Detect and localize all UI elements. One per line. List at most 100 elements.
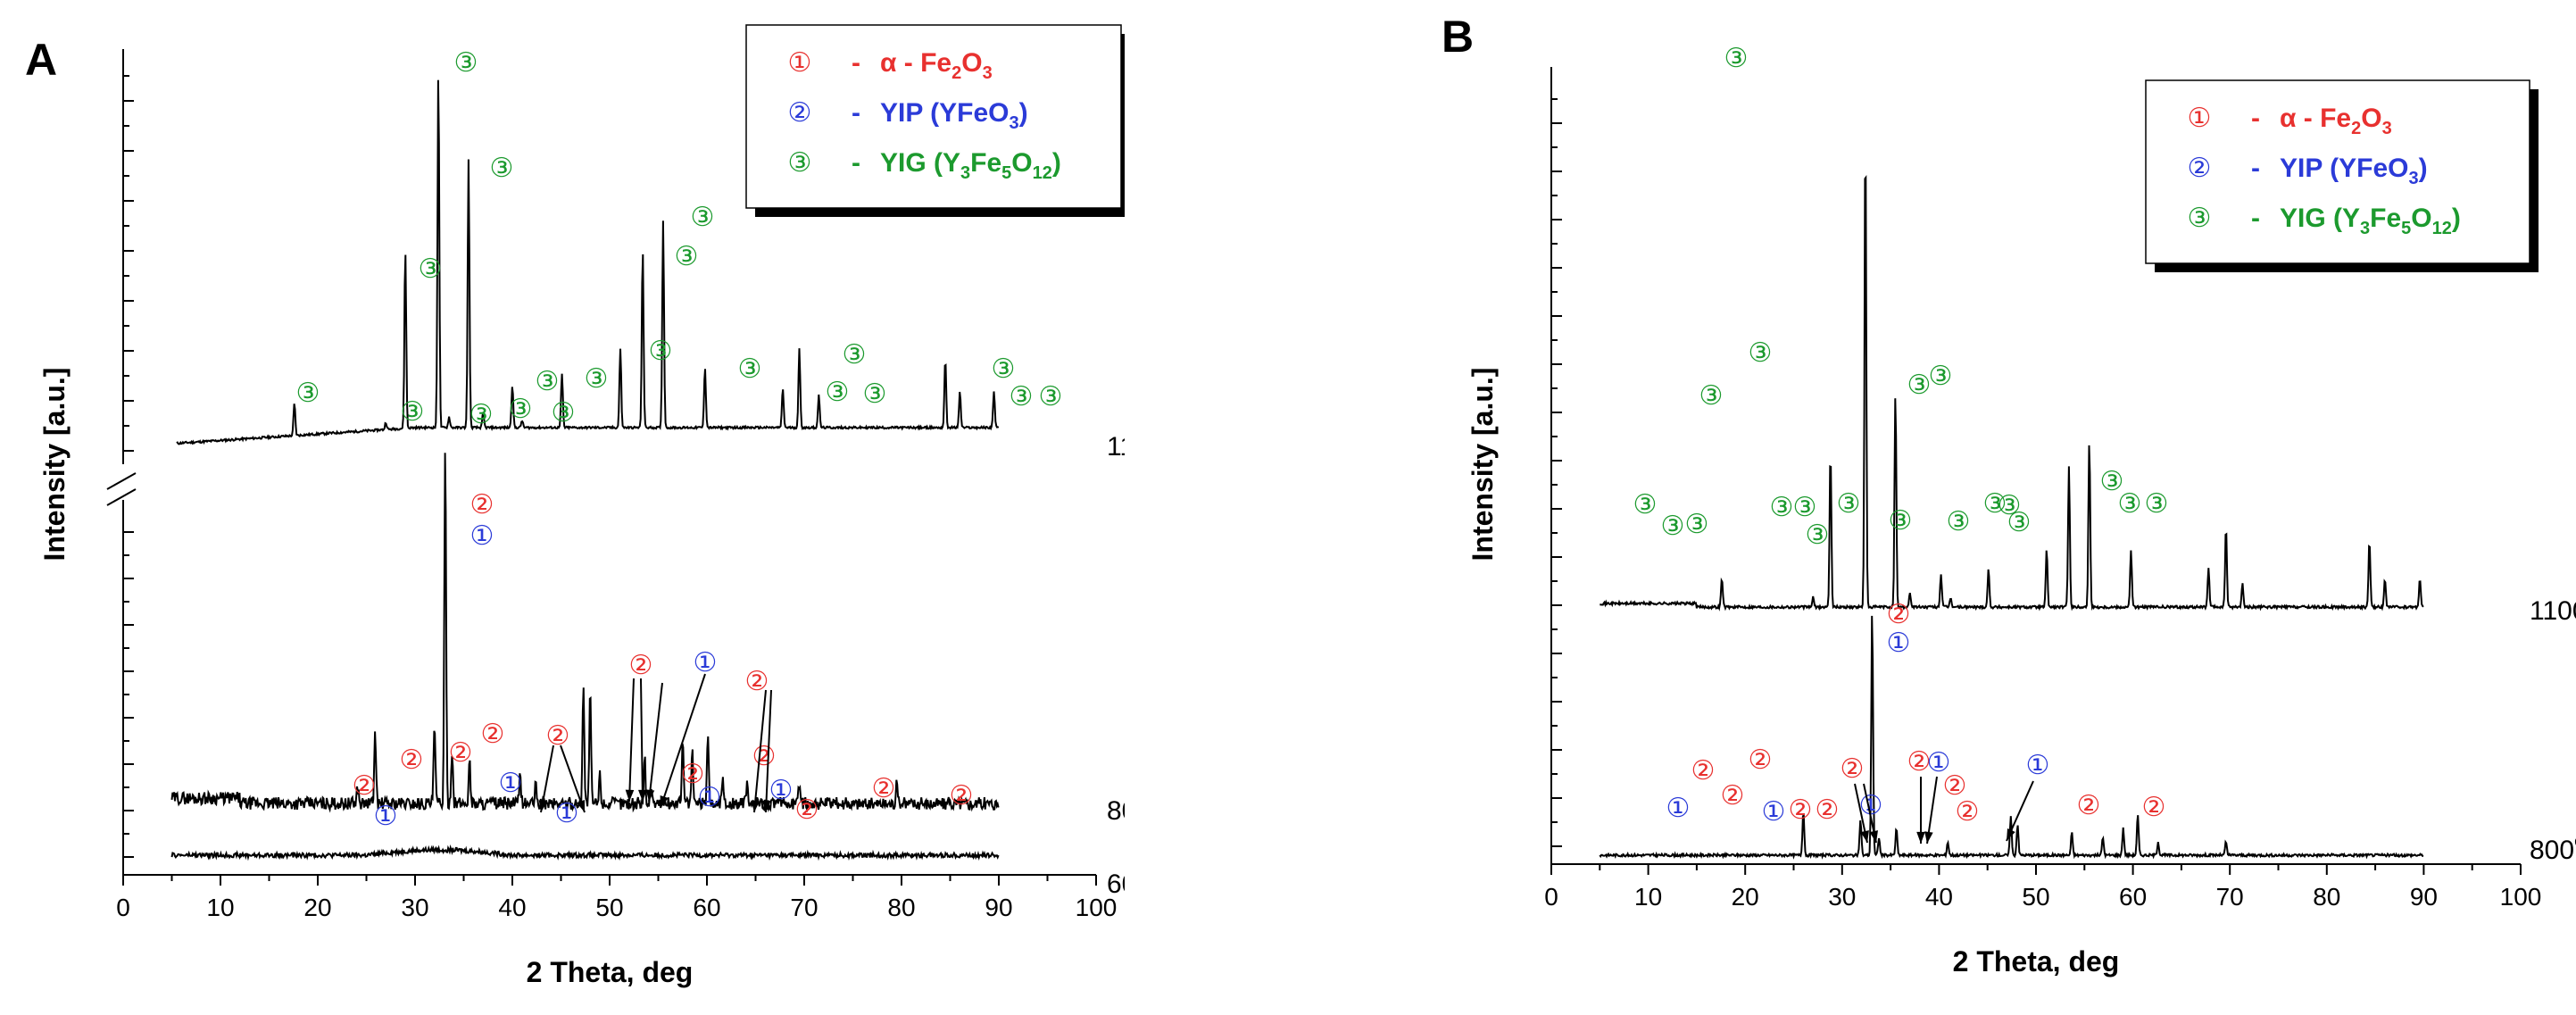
a-peak-annotation: ① [499,769,523,798]
b-peak-annotation: ① [1887,628,1911,658]
a-arrow [648,682,663,803]
xrd-chart-b: 0 10 20 30 40 50 60 70 80 90 100 2 Theta, deg Intens… [1467,44,2576,978]
a-arrow-head [660,795,669,808]
b-peak-annotation: ③ [1661,512,1685,541]
b-legend [2145,79,2530,264]
a-axis-break-mark [106,472,137,490]
a-legend-label-3: YIG (Y3Fe5O12) [880,148,1061,183]
b-peak-annotation: ③ [1806,520,1830,550]
b-x-tick-label: 70 [2216,883,2244,911]
b-peak-annotation: ② [1841,754,1865,784]
a-peak-annotation: ③ [536,367,560,396]
b-legend-label-1: α - Fe2O3 [2280,104,2392,138]
b-x-tick-label: 40 [1925,883,1953,911]
a-peak-annotation: ② [629,651,653,680]
b-series-label-1100: 1100oC [2530,593,2576,626]
b-peak-annotation: ③ [1685,510,1709,539]
b-x-tick-label: 50 [2022,883,2049,911]
a-peak-annotation: ① [769,776,794,805]
b-x-tick-label: 20 [1732,883,1759,911]
b-arrow-head [2007,828,2015,841]
b-peak-annotation: ② [1887,600,1911,629]
b-peak-annotation: ① [1927,748,1951,778]
b-x-tick-label: 30 [1828,883,1856,911]
a-legend-marker-2: ② [788,98,812,128]
a-x-tick-label: 70 [790,894,818,921]
b-peak-annotation: ② [1816,795,1840,825]
b-x-axis-title: 2 Theta, deg [1953,945,2120,978]
a-series-1100 [176,79,1000,445]
b-legend-label-3: YIG (Y3Fe5O12) [2280,204,2461,238]
a-peak-annotation: ③ [469,400,494,429]
b-peak-annotation: ③ [1633,490,1658,520]
b-legend-dash-2: - [2251,154,2260,183]
b-x-tick-label: 80 [2313,883,2340,911]
a-peak-annotation: ③ [649,337,673,366]
a-series-label-1100: 1100oC [1107,428,1125,462]
a-peak-annotation: ③ [691,203,715,232]
a-legend-dash-3: - [852,148,860,178]
a-peak-annotation: ② [353,771,377,801]
b-legend-marker-1: ① [2188,104,2212,133]
a-legend-dash-1: - [852,48,860,78]
b-legend-marker-3: ③ [2188,204,2212,233]
a-peak-annotation: ③ [675,242,699,271]
b-x-tick-label: 10 [1634,883,1662,911]
b-peak-annotation: ③ [1770,493,1794,522]
a-peak-annotation: ② [546,721,570,751]
a-arrow-head [577,800,586,812]
a-arrow-head [751,800,760,812]
b-peak-annotation: ③ [1983,489,2007,519]
a-x-tick-label: 100 [1076,894,1118,921]
panel-b-label: B [1442,12,1475,62]
b-y-axis-title: Intensity [a.u.] [1467,368,1499,562]
a-peak-annotation: ① [555,799,579,828]
b-peak-annotation: ① [1762,797,1786,827]
a-peak-annotation: ③ [401,397,425,427]
panel-a-label: A [25,35,58,85]
b-peak-annotation: ③ [2007,508,2032,537]
b-peak-annotation: ③ [2100,467,2124,496]
a-series-600 [170,844,1000,861]
a-peak-annotation: ② [481,720,505,749]
b-arrow-head [1860,830,1869,843]
a-x-tick-label: 90 [985,894,1012,921]
b-series-1100 [1600,175,2424,611]
b-peak-annotation: ② [1789,795,1813,825]
a-x-tick-label: 0 [116,894,130,921]
b-peak-annotation: ① [1666,794,1691,823]
a-peak-annotation: ② [470,490,494,520]
b-legend-dash-1: - [2251,104,2260,133]
b-arrow-head [1916,831,1925,844]
b-peak-annotation: ② [2077,791,2101,820]
a-peak-annotation: ② [795,795,819,825]
a-x-tick-label: 40 [498,894,526,921]
a-peak-annotation: ① [698,783,722,812]
a-series-label-600: 600oC [1107,866,1125,899]
a-peak-annotation: ③ [454,48,478,78]
b-peak-annotation: ② [1691,756,1716,786]
a-peak-annotation: ③ [419,254,443,284]
a-arrow [765,689,772,813]
b-series-800 [1599,615,2424,860]
a-legend [745,24,1122,209]
a-peak-annotation: ③ [738,354,762,384]
b-peak-annotation: ③ [1889,506,1913,536]
b-peak-annotation: ① [2026,751,2050,780]
b-peak-annotation: ② [2142,793,2166,822]
b-peak-annotation: ③ [1749,338,1773,368]
a-peak-annotation: ③ [1039,382,1063,412]
a-x-tick-label: 80 [887,894,915,921]
a-peak-annotation: ③ [296,379,320,408]
b-x-tick-label: 90 [2410,883,2438,911]
a-peak-annotation: ③ [826,378,850,407]
b-legend-label-2: YIP (YFeO3) [2280,154,2428,188]
a-y-axis-title: Intensity [a.u.] [38,368,71,562]
a-axis-break-mark [106,488,137,506]
a-peak-annotation: ② [400,745,424,775]
a-arrow-head [538,800,548,812]
b-x-tick-label: 100 [2500,883,2542,911]
b-peak-annotation: ② [1749,745,1773,775]
a-legend-marker-3: ③ [788,148,812,178]
a-series-label-800: 800oC [1107,793,1125,826]
